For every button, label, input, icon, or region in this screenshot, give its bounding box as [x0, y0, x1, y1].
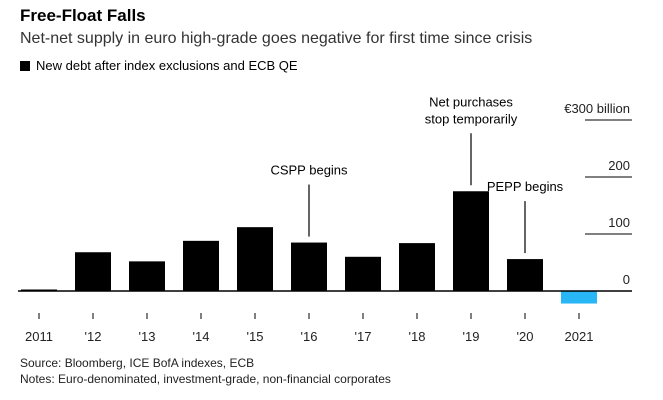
- x-tick-label: '18: [409, 329, 426, 344]
- chart-title: Free-Float Falls: [20, 6, 146, 25]
- bar: [561, 291, 597, 304]
- legend-swatch: [20, 60, 30, 71]
- bar: [291, 242, 327, 291]
- annotation-text: CSPP begins: [270, 163, 348, 178]
- bar: [345, 256, 381, 291]
- x-tick-label: '17: [355, 329, 372, 344]
- bar: [507, 259, 543, 291]
- bar: [129, 261, 165, 291]
- x-tick-label: '13: [139, 329, 156, 344]
- x-tick-label: '19: [463, 329, 480, 344]
- y-tick-label: 100: [608, 215, 630, 230]
- chart-subtitle: Net-net supply in euro high-grade goes n…: [20, 30, 533, 47]
- bar: [453, 191, 489, 291]
- legend: New debt after index exclusions and ECB …: [20, 58, 298, 73]
- x-tick-label: '12: [85, 329, 102, 344]
- y-tick-label: 200: [608, 158, 630, 173]
- legend-label: New debt after index exclusions and ECB …: [36, 58, 298, 73]
- x-tick-label: 2021: [565, 329, 594, 344]
- source-note: Source: Bloomberg, ICE BofA indexes, ECB: [20, 356, 255, 370]
- bar: [237, 227, 273, 291]
- x-tick-label: '15: [247, 329, 264, 344]
- x-tick-label: '14: [193, 329, 210, 344]
- x-tick-label: '20: [517, 329, 534, 344]
- y-tick-label: 0: [623, 272, 630, 287]
- x-tick-label: '16: [301, 329, 318, 344]
- bar: [399, 243, 435, 291]
- annotation-text: stop temporarily: [425, 111, 518, 126]
- x-tick-label: 2011: [25, 329, 53, 344]
- annotation-text: Net purchases: [429, 94, 513, 109]
- bar: [75, 252, 111, 291]
- y-tick-label: €300 billion: [564, 101, 630, 116]
- notes: Notes: Euro-denominated, investment-grad…: [20, 372, 391, 386]
- bar: [183, 240, 219, 291]
- annotation-text: PEPP begins: [487, 179, 564, 194]
